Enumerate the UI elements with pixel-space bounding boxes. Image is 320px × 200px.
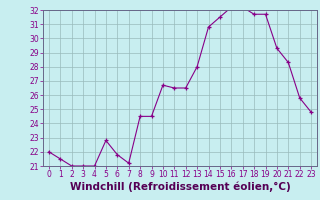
X-axis label: Windchill (Refroidissement éolien,°C): Windchill (Refroidissement éolien,°C) — [70, 182, 290, 192]
